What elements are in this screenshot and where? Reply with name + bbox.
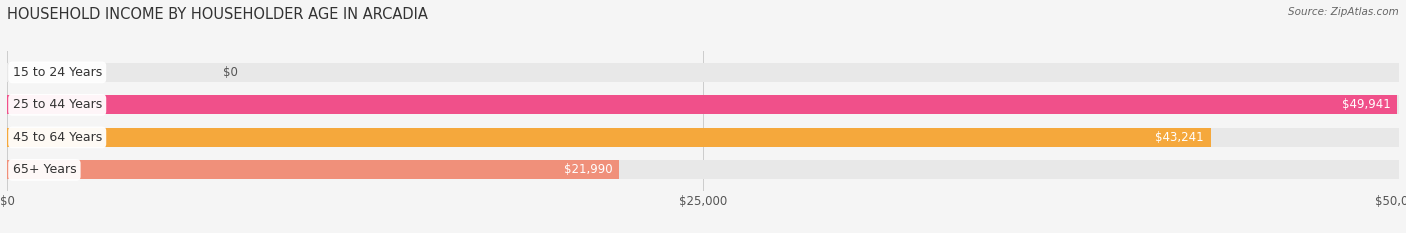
Bar — [7, 96, 1399, 114]
Text: HOUSEHOLD INCOME BY HOUSEHOLDER AGE IN ARCADIA: HOUSEHOLD INCOME BY HOUSEHOLDER AGE IN A… — [7, 7, 427, 22]
Bar — [7, 161, 1399, 179]
Text: $43,241: $43,241 — [1156, 131, 1204, 144]
Bar — [7, 161, 619, 179]
Text: 65+ Years: 65+ Years — [13, 163, 76, 176]
Bar — [7, 63, 1399, 82]
Text: Source: ZipAtlas.com: Source: ZipAtlas.com — [1288, 7, 1399, 17]
Text: 25 to 44 Years: 25 to 44 Years — [13, 98, 101, 111]
Bar — [7, 128, 1399, 147]
Bar — [7, 128, 1211, 147]
Text: 15 to 24 Years: 15 to 24 Years — [13, 66, 101, 79]
Bar — [7, 96, 1398, 114]
Text: $21,990: $21,990 — [564, 163, 612, 176]
Text: $49,941: $49,941 — [1341, 98, 1391, 111]
Text: $0: $0 — [222, 66, 238, 79]
Text: 45 to 64 Years: 45 to 64 Years — [13, 131, 101, 144]
